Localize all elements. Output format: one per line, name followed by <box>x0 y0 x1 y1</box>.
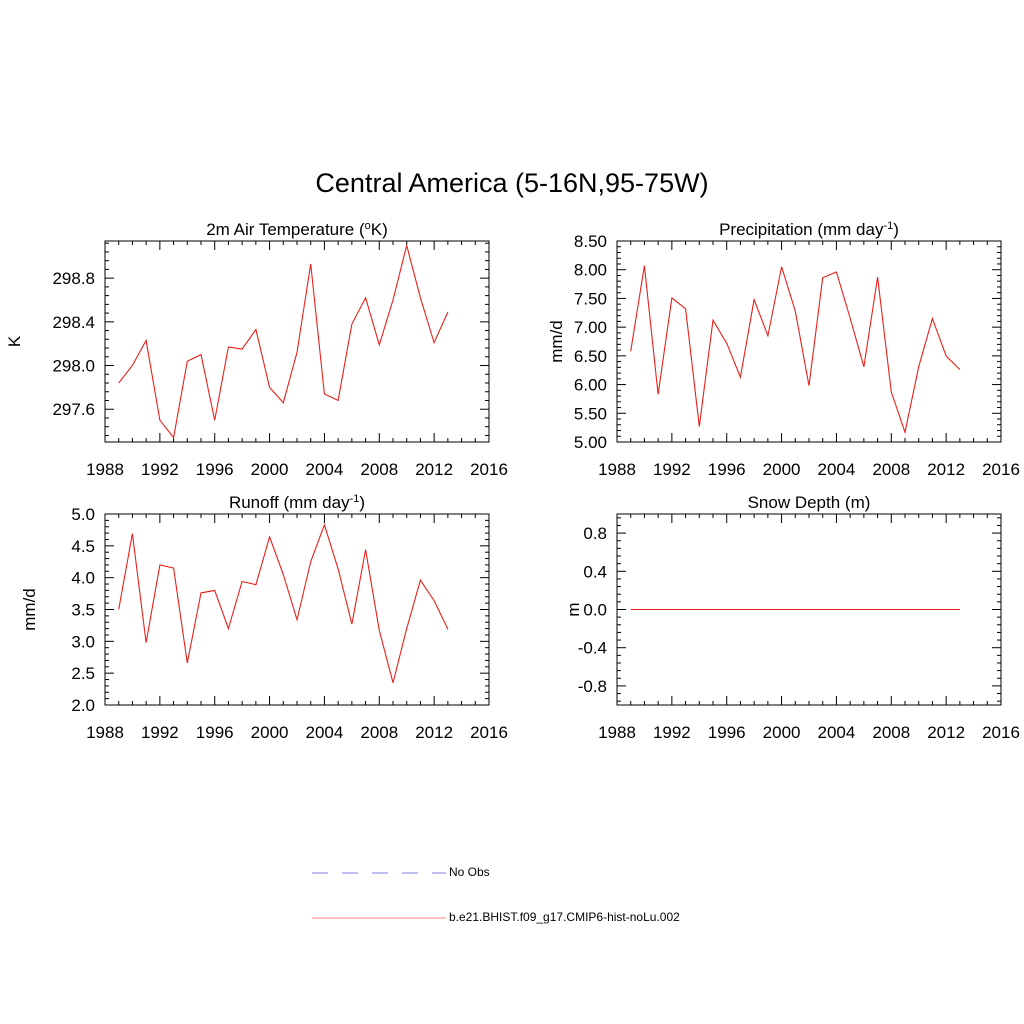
chart-panel-4: 1988 1992 1996 2000 2004 2008 2012 2016 -0.8 -0.4… <box>564 493 1020 742</box>
y-tick-label: 3.5 <box>71 601 95 620</box>
x-tick-label: 1996 <box>196 460 234 479</box>
x-tick-label: 2012 <box>415 723 453 742</box>
y-tick-label: 6.50 <box>574 347 607 366</box>
y-tick-label: 0.0 <box>583 601 607 620</box>
y-axis-label: m <box>564 602 583 616</box>
x-tick-label: 2012 <box>415 460 453 479</box>
x-tick-label: 1996 <box>708 723 746 742</box>
x-tick-label: 2016 <box>982 723 1020 742</box>
x-tick-label: 2008 <box>360 723 398 742</box>
x-tick-label: 2012 <box>927 723 965 742</box>
y-tick-label: 8.00 <box>574 261 607 280</box>
chart-panel-3: 1988 1992 1996 2000 2004 2008 2012 2016 2.0 2.5 3.… <box>20 493 508 742</box>
y-tick-label: 8.50 <box>574 232 607 251</box>
x-tick-label: 2008 <box>360 460 398 479</box>
y-tick-label: 2.0 <box>71 696 95 715</box>
y-tick-label: 7.00 <box>574 318 607 337</box>
chart-panel-1: 1988 1992 1996 2000 2004 2008 2012 2016 297.6 298… <box>5 220 508 479</box>
x-tick-label: 1996 <box>196 723 234 742</box>
x-tick-label: 1992 <box>653 460 691 479</box>
x-tick-label: 2004 <box>306 723 344 742</box>
x-tick-label: 2000 <box>251 460 289 479</box>
chart-panel-2: 1988 1992 1996 2000 2004 2008 2012 2016 5.00 5.50… <box>547 220 1020 479</box>
panel-title: Precipitation (mm day-1) <box>719 220 899 239</box>
y-tick-label: 297.6 <box>52 400 95 419</box>
x-tick-label: 2004 <box>306 460 344 479</box>
y-tick-label: 7.50 <box>574 289 607 308</box>
y-tick-label: 298.0 <box>52 357 95 376</box>
y-tick-label: -0.4 <box>578 639 607 658</box>
x-tick-label: 1992 <box>141 723 179 742</box>
x-tick-label: 1988 <box>598 460 636 479</box>
x-tick-label: 2012 <box>927 460 965 479</box>
x-tick-label: 2016 <box>470 723 508 742</box>
y-axis-label: K <box>5 335 24 347</box>
series-line <box>118 245 449 439</box>
y-tick-label: 0.4 <box>583 562 607 581</box>
x-tick-label: 2008 <box>872 723 910 742</box>
x-tick-label: 1988 <box>86 723 124 742</box>
y-tick-label: 2.5 <box>71 664 95 683</box>
y-tick-label: 3.0 <box>71 632 95 651</box>
plot-frame <box>104 513 490 706</box>
x-tick-label: 2008 <box>872 460 910 479</box>
x-tick-label: 2016 <box>982 460 1020 479</box>
y-axis-label: mm/d <box>547 320 566 363</box>
x-tick-label: 2004 <box>818 460 856 479</box>
y-tick-label: 4.5 <box>71 537 95 556</box>
x-tick-label: 2000 <box>251 723 289 742</box>
x-tick-label: 2016 <box>470 460 508 479</box>
y-tick-label: 5.00 <box>574 433 607 452</box>
x-tick-label: 1988 <box>598 723 636 742</box>
x-tick-label: 2000 <box>763 723 801 742</box>
y-tick-label: -0.8 <box>578 677 607 696</box>
x-tick-label: 2000 <box>763 460 801 479</box>
x-tick-label: 1992 <box>653 723 691 742</box>
y-tick-label: 298.8 <box>52 269 95 288</box>
y-tick-label: 298.4 <box>52 313 95 332</box>
page-title: Central America (5-16N,95-75W) <box>315 168 709 198</box>
series-line <box>118 523 449 683</box>
y-tick-label: 4.0 <box>71 569 95 588</box>
panel-title: Runoff (mm day-1) <box>229 493 365 512</box>
x-tick-label: 1996 <box>708 460 746 479</box>
x-tick-label: 1988 <box>86 460 124 479</box>
panel-title: Snow Depth (m) <box>748 493 871 512</box>
y-axis-label: mm/d <box>20 588 39 631</box>
plot-frame <box>616 240 1002 443</box>
panel-title: 2m Air Temperature (oK) <box>206 220 388 239</box>
y-tick-label: 6.00 <box>574 376 607 395</box>
x-tick-label: 1992 <box>141 460 179 479</box>
y-tick-label: 5.0 <box>71 505 95 524</box>
x-tick-label: 2004 <box>818 723 856 742</box>
plot-frame <box>104 240 490 443</box>
y-tick-label: 0.8 <box>583 524 607 543</box>
series-line <box>630 265 961 435</box>
y-tick-label: 5.50 <box>574 404 607 423</box>
